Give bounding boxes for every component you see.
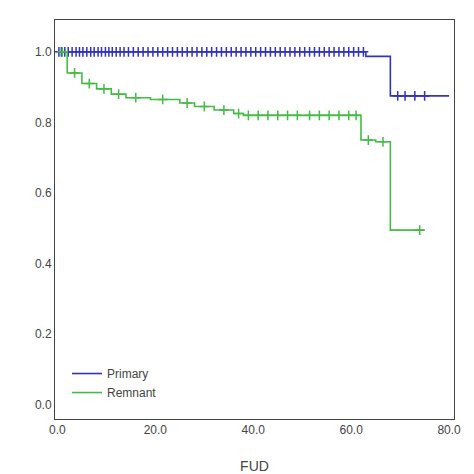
svg-text:0.4: 0.4	[35, 257, 52, 271]
svg-text:0.6: 0.6	[35, 186, 52, 200]
svg-text:0.8: 0.8	[35, 116, 52, 130]
svg-text:Remnant: Remnant	[107, 386, 156, 400]
svg-text:40.0: 40.0	[242, 423, 266, 437]
svg-text:0.0: 0.0	[49, 423, 66, 437]
svg-text:20.0: 20.0	[144, 423, 168, 437]
svg-text:FUD: FUD	[240, 458, 269, 474]
svg-text:Primary: Primary	[107, 367, 148, 381]
svg-text:60.0: 60.0	[340, 423, 364, 437]
svg-text:0.2: 0.2	[35, 327, 52, 341]
svg-text:0.0: 0.0	[35, 398, 52, 412]
svg-text:80.0: 80.0	[437, 423, 461, 437]
svg-text:1.0: 1.0	[35, 45, 52, 59]
